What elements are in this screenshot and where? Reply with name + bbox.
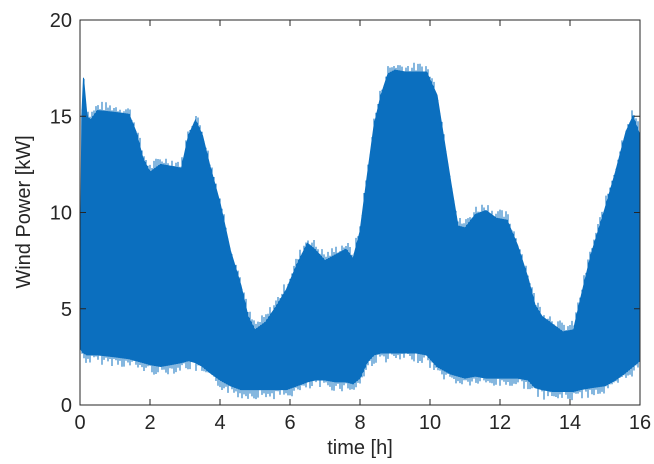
x-tick-label: 8 — [354, 412, 365, 434]
x-tick-label: 12 — [489, 412, 511, 434]
x-tick-label: 16 — [629, 412, 651, 434]
x-tick-label: 0 — [74, 412, 85, 434]
y-tick-label: 10 — [50, 203, 72, 225]
plot-area — [79, 62, 641, 401]
x-tick-label: 4 — [214, 412, 225, 434]
x-tick-label: 14 — [559, 412, 581, 434]
wind-power-noise — [79, 62, 641, 401]
axis-ticks: 0 2 4 6 8 10 12 14 16 0 5 10 15 20 — [50, 10, 651, 434]
y-tick-label: 0 — [61, 395, 72, 417]
y-tick-label: 5 — [61, 299, 72, 321]
x-tick-label: 10 — [419, 412, 441, 434]
y-axis-label: Wind Power [kW] — [13, 135, 35, 288]
y-tick-label: 15 — [50, 106, 72, 128]
x-tick-label: 2 — [144, 412, 155, 434]
x-axis-label: time [h] — [327, 437, 393, 459]
y-tick-label: 20 — [50, 10, 72, 32]
x-tick-label: 6 — [284, 412, 295, 434]
